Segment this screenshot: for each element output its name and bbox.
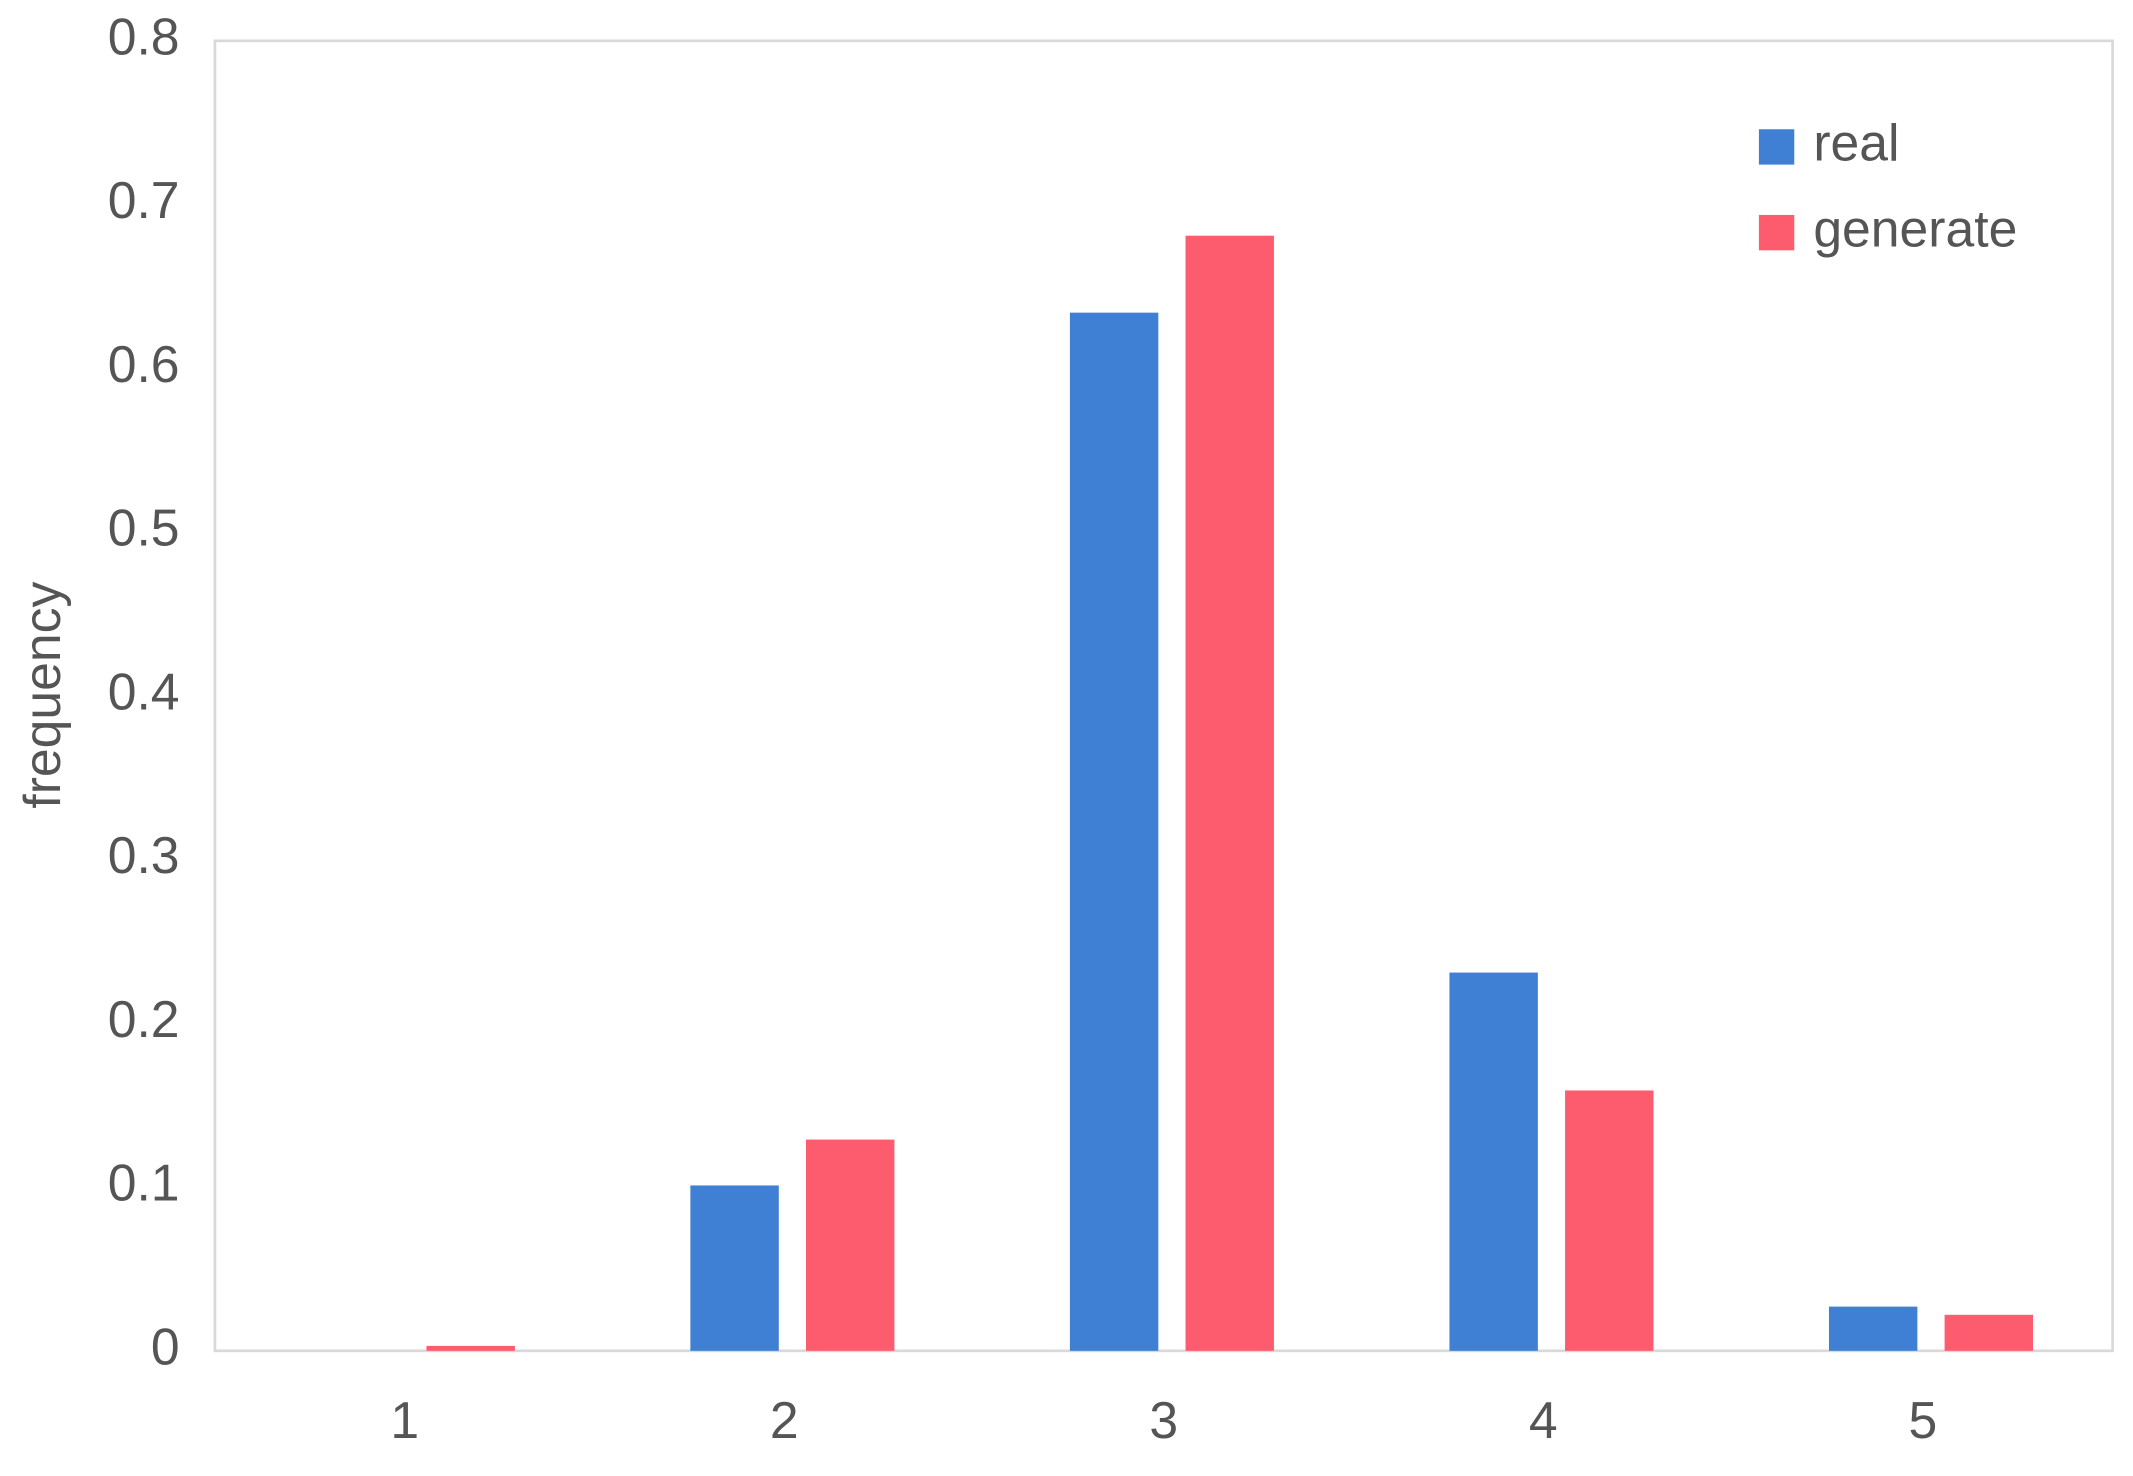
y-tick-label: 0 <box>151 1317 180 1375</box>
y-tick-label: 0.8 <box>108 7 180 65</box>
bar <box>1565 1090 1654 1351</box>
bar <box>426 1345 515 1351</box>
x-tick-label: 1 <box>390 1391 419 1449</box>
y-tick-label: 0.6 <box>108 335 180 393</box>
y-tick-label: 0.1 <box>108 1154 180 1212</box>
legend-label: real <box>1813 114 1899 172</box>
bar <box>805 1139 895 1351</box>
y-tick-label: 0.3 <box>108 826 180 884</box>
legend-swatch <box>1758 214 1795 251</box>
y-tick-label: 0.2 <box>108 990 180 1048</box>
bar <box>1828 1306 1918 1351</box>
x-tick-label: 3 <box>1149 1391 1178 1449</box>
legend-label: generate <box>1813 199 2017 257</box>
y-tick-label: 0.7 <box>108 171 180 229</box>
y-tick-label: 0.5 <box>108 499 180 557</box>
plot-frame <box>213 39 2114 1353</box>
bar <box>1944 1314 2034 1351</box>
bar <box>1069 312 1159 1351</box>
y-axis-label: frequency <box>13 582 71 809</box>
x-tick-label: 5 <box>1908 1391 1937 1449</box>
x-tick-label: 2 <box>770 1391 799 1449</box>
bar <box>1185 235 1274 1351</box>
x-tick-label: 4 <box>1529 1391 1558 1449</box>
bar <box>1449 972 1538 1351</box>
y-tick-label: 0.4 <box>108 662 180 720</box>
legend-swatch <box>1758 129 1795 165</box>
bar <box>690 1185 779 1351</box>
